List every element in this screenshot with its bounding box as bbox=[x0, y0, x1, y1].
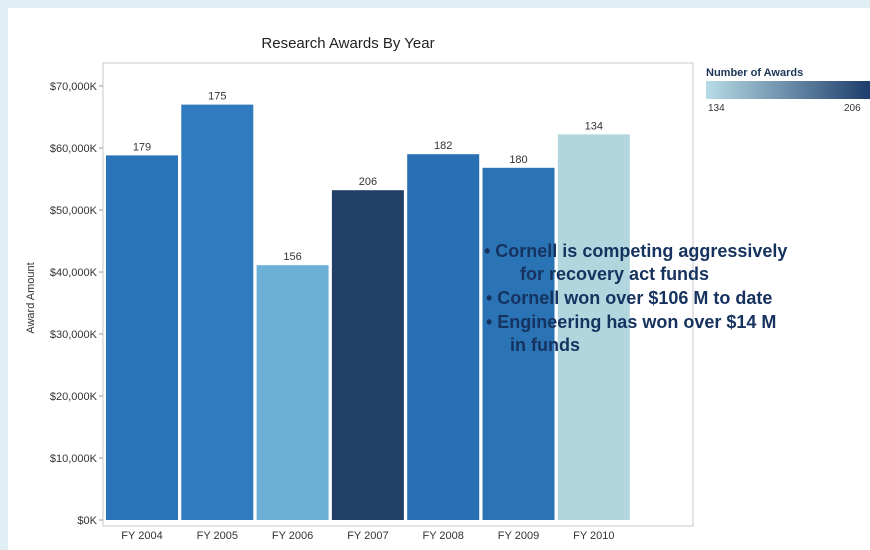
y-tick-label: $70,000K bbox=[50, 81, 98, 93]
slide: Research Awards By Year Award Amount $0K… bbox=[8, 8, 870, 550]
x-tick-label: FY 2005 bbox=[197, 530, 238, 542]
x-tick-label: FY 2009 bbox=[498, 530, 539, 542]
bar-data-label: 175 bbox=[208, 91, 226, 103]
bullet-engineering-continued: in funds bbox=[510, 335, 580, 355]
y-tick-label: $30,000K bbox=[50, 329, 98, 341]
chart-title: Research Awards By Year bbox=[261, 35, 434, 52]
y-tick-label: $10,000K bbox=[50, 453, 98, 465]
bar-fy-2004 bbox=[106, 155, 178, 520]
bullet-competing: • Cornell is competing aggressively bbox=[484, 241, 788, 261]
bar-fy-2009 bbox=[482, 167, 555, 521]
bar-data-label: 182 bbox=[434, 140, 452, 152]
bar-data-label: 156 bbox=[283, 251, 301, 263]
bar-fy-2005 bbox=[181, 104, 254, 520]
x-axis: FY 2004 FY 2005 FY 2006 FY 2007 FY 2008 FY 20… bbox=[121, 530, 614, 542]
bar-data-label: 180 bbox=[509, 154, 527, 166]
legend-max-label: 206 bbox=[844, 103, 861, 114]
y-tick-label: $60,000K bbox=[50, 143, 98, 155]
bar-fy-2007 bbox=[331, 190, 404, 520]
bar-fy-2008 bbox=[407, 154, 480, 520]
bar-data-label: 179 bbox=[133, 141, 151, 153]
x-tick-label: FY 2007 bbox=[347, 530, 388, 542]
y-axis-label: Award Amount bbox=[25, 262, 37, 333]
plot-frame bbox=[102, 62, 694, 527]
x-tick-label: FY 2006 bbox=[272, 530, 313, 542]
y-tick-label: $40,000K bbox=[50, 267, 98, 279]
color-legend: Number of Awards 134 206 bbox=[706, 67, 870, 114]
y-tick-label: $0K bbox=[77, 515, 97, 527]
legend-gradient-bar bbox=[706, 81, 870, 99]
x-tick-label: FY 2004 bbox=[121, 530, 162, 542]
research-awards-chart: Research Awards By Year Award Amount $0K… bbox=[25, 35, 870, 542]
legend-min-label: 134 bbox=[708, 103, 725, 114]
x-tick-label: FY 2008 bbox=[423, 530, 464, 542]
bar-series: 179 175 156 206 182 180 134 bbox=[106, 91, 630, 521]
y-tick-label: $20,000K bbox=[50, 391, 98, 403]
bar-data-label: 134 bbox=[585, 120, 603, 132]
y-tick-label: $50,000K bbox=[50, 205, 98, 217]
bullet-engineering-won: • Engineering has won over $14 M bbox=[486, 312, 777, 332]
bar-fy-2010 bbox=[557, 134, 630, 520]
bar-data-label: 206 bbox=[359, 176, 377, 188]
legend-title: Number of Awards bbox=[706, 67, 803, 79]
y-axis: $0K $10,000K $20,000K $30,000K $40,000K $50,0… bbox=[50, 81, 103, 527]
bullet-competing-continued: for recovery act funds bbox=[520, 264, 710, 284]
bullet-cornell-won: • Cornell won over $106 M to date bbox=[486, 288, 773, 308]
bar-fy-2006 bbox=[256, 265, 329, 520]
x-tick-label: FY 2010 bbox=[573, 530, 614, 542]
